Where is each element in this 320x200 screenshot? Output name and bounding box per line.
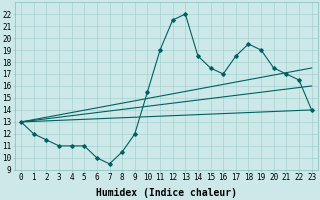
X-axis label: Humidex (Indice chaleur): Humidex (Indice chaleur) [96, 188, 237, 198]
